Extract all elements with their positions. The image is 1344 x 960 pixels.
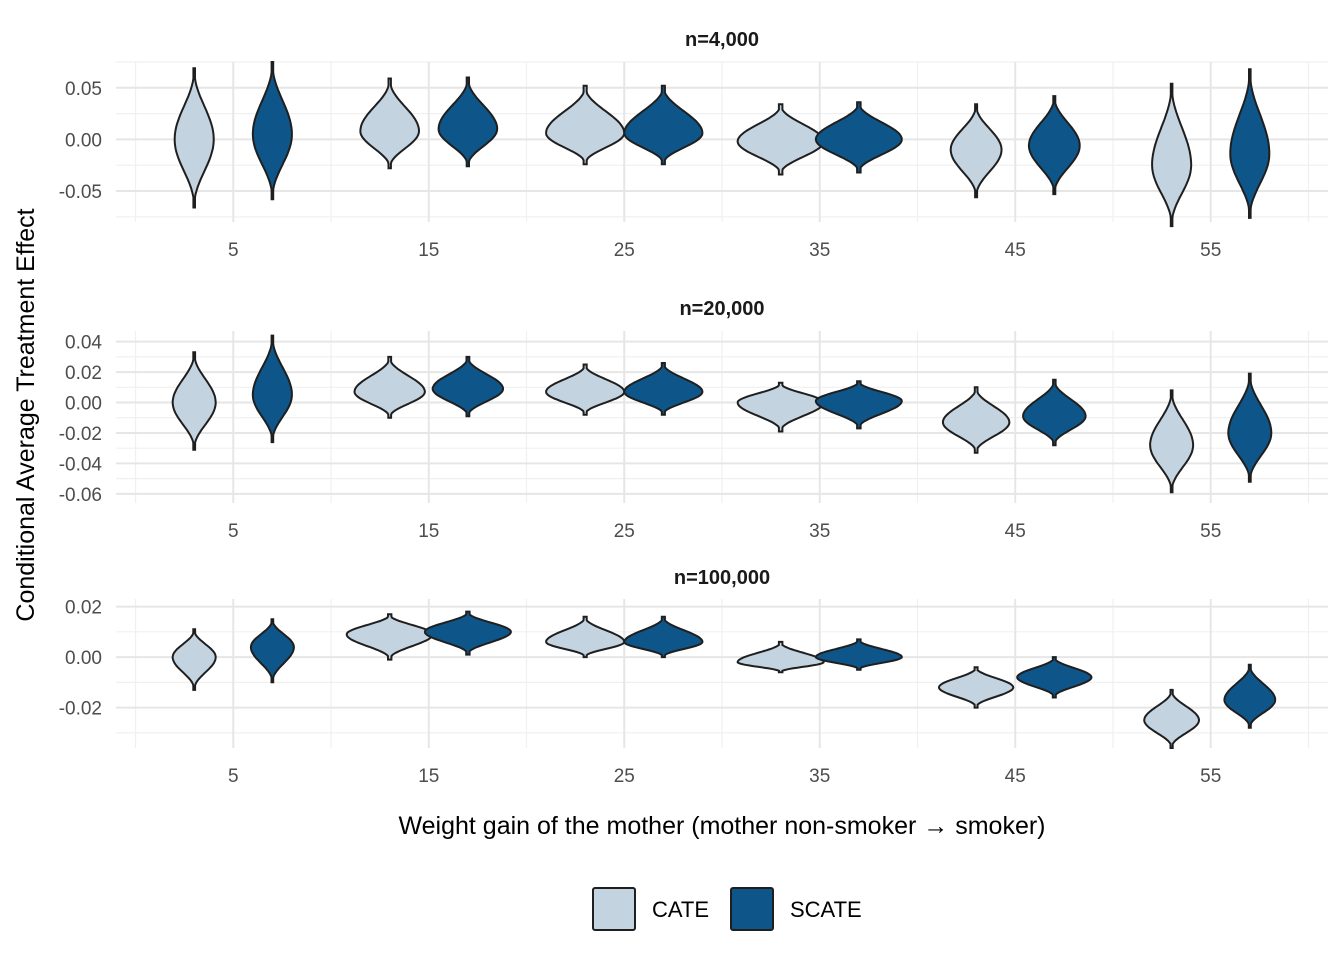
x-tick-label: 35 <box>809 766 830 787</box>
x-tick-label: 5 <box>228 240 239 261</box>
violin-scate-x55 <box>1227 372 1273 483</box>
violin-scate-x45 <box>1016 656 1093 699</box>
y-axis-title: Conditional Average Treatment Effect <box>12 208 40 621</box>
violin-cate-x55 <box>1149 389 1195 494</box>
chart-panels: n=4,000-0.050.000.055 15 25 35 45 55n=20,000-… <box>59 29 1328 787</box>
violin-cate-x35 <box>736 640 825 674</box>
violin-cate-x25 <box>545 615 626 659</box>
x-tick-label: 25 <box>614 766 635 787</box>
x-axis-title: Weight gain of the mother (mother non-sm… <box>398 812 1045 840</box>
x-tick-label: 15 <box>418 766 439 787</box>
violin-scate-x15 <box>437 76 499 168</box>
violin-scate-x15 <box>431 355 504 418</box>
violin-scate-x5 <box>251 334 293 444</box>
panel-1: n=4,000 -0.05 0.00 0.05 5 15 25 35 45 55 <box>59 29 1328 261</box>
x-tick-label: 25 <box>614 240 635 261</box>
violin-cate-x45 <box>949 103 1003 199</box>
violin-scate-x35 <box>814 380 903 430</box>
violin-scate-x45 <box>1022 378 1087 447</box>
violin-cate-x15 <box>353 355 426 419</box>
y-tick-label: 0.00 <box>65 648 102 669</box>
x-tick-label: 45 <box>1005 521 1026 542</box>
violin-scate-x25 <box>623 615 704 659</box>
violin-scate-x55 <box>1229 68 1271 219</box>
x-tick-label: 55 <box>1200 240 1221 261</box>
violin-scate-x5 <box>249 618 295 684</box>
violin-cate-x35 <box>736 103 825 176</box>
x-tick-label: 15 <box>418 521 439 542</box>
violin-scate-x25 <box>623 84 704 166</box>
violin-cate-x35 <box>736 381 825 433</box>
y-tick-label: -0.02 <box>59 699 102 720</box>
x-tick-label: 45 <box>1005 240 1026 261</box>
violin-cate-x5 <box>173 67 215 209</box>
legend: CATE SCATE <box>592 887 862 931</box>
x-tick-label: 35 <box>809 521 830 542</box>
violin-cate-x15 <box>345 613 434 661</box>
violin-cate-x55 <box>1143 688 1201 749</box>
violin-cate-x25 <box>545 84 626 166</box>
panel-title: n=20,000 <box>679 298 764 320</box>
y-tick-label: 0.02 <box>65 598 102 619</box>
y-tick-label: 0.04 <box>65 333 102 354</box>
violin-cate-x25 <box>545 363 626 416</box>
violin-scate-x35 <box>814 638 903 671</box>
panel-title: n=100,000 <box>674 567 770 589</box>
violin-scate-x55 <box>1223 663 1277 729</box>
y-tick-label: -0.04 <box>59 454 103 475</box>
x-tick-label: 35 <box>809 240 830 261</box>
x-tick-label: 15 <box>418 240 439 261</box>
legend-label: SCATE <box>790 897 862 922</box>
y-tick-label: -0.06 <box>59 485 102 506</box>
panel-2: n=20,000 -0.06 -0.04 -0.02 0.00 0.02 0.04 5 15 25… <box>59 298 1328 542</box>
y-tick-label: -0.02 <box>59 424 102 445</box>
violin-scate-x45 <box>1027 95 1081 196</box>
x-tick-label: 55 <box>1200 521 1221 542</box>
violin-scate-x35 <box>814 101 903 174</box>
y-tick-label: 0.00 <box>65 394 102 415</box>
violin-cate-x55 <box>1151 82 1193 228</box>
panel-3: n=100,000 -0.02 0.00 0.02 5 15 25 35 45 55 <box>59 567 1328 787</box>
y-tick-label: 0.00 <box>65 130 102 151</box>
violin-cate-x5 <box>171 351 217 451</box>
violin-scate-x5 <box>251 61 293 201</box>
x-tick-label: 25 <box>614 521 635 542</box>
panel-title: n=4,000 <box>685 29 759 51</box>
y-tick-label: -0.05 <box>59 182 102 203</box>
legend-swatch <box>592 887 636 931</box>
x-tick-label: 5 <box>228 521 239 542</box>
x-tick-label: 5 <box>228 766 239 787</box>
legend-label: CATE <box>652 897 709 922</box>
legend-swatch <box>730 887 774 931</box>
violin-cate-x5 <box>171 628 217 691</box>
violin-scate-x15 <box>423 610 512 656</box>
x-tick-label: 45 <box>1005 766 1026 787</box>
violin-cate-x45 <box>937 666 1015 709</box>
legend-entry-cate: CATE <box>592 887 709 931</box>
violin-cate-x45 <box>941 386 1011 454</box>
x-tick-label: 55 <box>1200 766 1221 787</box>
violin-scate-x25 <box>623 362 704 416</box>
legend-entry-scate: SCATE <box>730 887 862 931</box>
y-tick-label: 0.05 <box>65 79 102 100</box>
y-tick-label: 0.02 <box>65 363 102 384</box>
violin-cate-x15 <box>359 77 421 170</box>
